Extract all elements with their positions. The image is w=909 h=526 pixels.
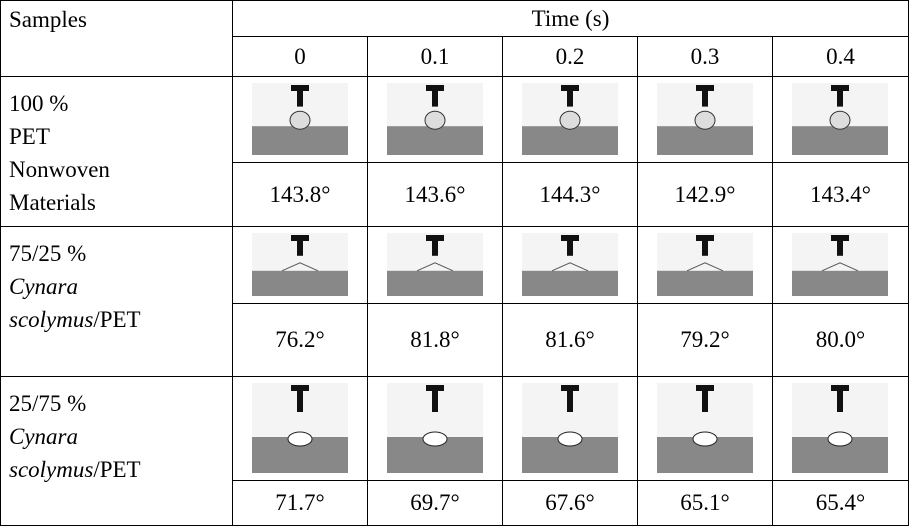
- sample-line: Cynara: [9, 420, 232, 453]
- sample-label: 75/25 % Cynara scolymus/PET: [0, 226, 233, 377]
- droplet-image: [657, 383, 753, 473]
- header-samples: Samples: [0, 0, 233, 77]
- sample-text: /PET: [93, 307, 140, 332]
- angle-value: 81.6°: [502, 303, 638, 377]
- sample-text: 100 %: [9, 91, 68, 116]
- sample-line: 100 %: [9, 87, 232, 120]
- droplet-image: [252, 383, 348, 473]
- angle-value: 67.6°: [502, 480, 638, 526]
- time-value: 0.3: [637, 36, 773, 77]
- angle-value: 79.2°: [637, 303, 773, 377]
- sample-line: scolymus/PET: [9, 453, 232, 486]
- sample-text: 25/75 %: [9, 391, 86, 416]
- angle-value: 81.8°: [367, 303, 503, 377]
- sample-line: 75/25 %: [9, 237, 232, 270]
- droplet-image: [387, 383, 483, 473]
- sample-line: scolymus/PET: [9, 303, 232, 336]
- angle-value: 65.1°: [637, 480, 773, 526]
- time-value: 0.1: [367, 36, 503, 77]
- angle-value: 143.6°: [367, 162, 503, 227]
- angle-value: 76.2°: [232, 303, 368, 377]
- droplet-image: [252, 83, 348, 155]
- sample-text: scolymus: [9, 457, 93, 482]
- sample-line: 25/75 %: [9, 387, 232, 420]
- droplet-image: [387, 233, 483, 296]
- sample-label: 100 % PET Nonwoven Materials: [0, 76, 233, 227]
- droplet-image: [792, 83, 888, 155]
- header-time: Time (s): [232, 0, 909, 37]
- sample-text: Cynara: [9, 424, 78, 449]
- sample-line: PET: [9, 120, 232, 153]
- time-value: 0: [232, 36, 368, 77]
- angle-value: 142.9°: [637, 162, 773, 227]
- sample-line: Cynara: [9, 270, 232, 303]
- droplet-image: [522, 233, 618, 296]
- time-value: 0.4: [772, 36, 909, 77]
- droplet-image: [387, 83, 483, 155]
- droplet-image: [657, 233, 753, 296]
- sample-text: /PET: [93, 457, 140, 482]
- sample-label: 25/75 % Cynara scolymus/PET: [0, 376, 233, 526]
- sample-text: scolymus: [9, 307, 93, 332]
- time-value: 0.2: [502, 36, 638, 77]
- angle-value: 144.3°: [502, 162, 638, 227]
- angle-value: 143.8°: [232, 162, 368, 227]
- droplet-image: [657, 83, 753, 155]
- sample-line: Nonwoven: [9, 153, 232, 186]
- angle-value: 71.7°: [232, 480, 368, 526]
- droplet-image: [792, 383, 888, 473]
- droplet-image: [792, 233, 888, 296]
- sample-text: Materials: [9, 190, 96, 215]
- droplet-image: [522, 383, 618, 473]
- angle-value: 69.7°: [367, 480, 503, 526]
- table: SamplesTime (s)00.10.20.30.4 100 % PET Nonw…: [0, 0, 909, 526]
- sample-text: Nonwoven: [9, 157, 110, 182]
- sample-text: PET: [9, 124, 50, 149]
- sample-line: Materials: [9, 186, 232, 219]
- angle-value: 143.4°: [772, 162, 909, 227]
- droplet-image: [252, 233, 348, 296]
- sample-text: Cynara: [9, 274, 78, 299]
- sample-text: 75/25 %: [9, 241, 86, 266]
- droplet-image: [522, 83, 618, 155]
- angle-value: 80.0°: [772, 303, 909, 377]
- angle-value: 65.4°: [772, 480, 909, 526]
